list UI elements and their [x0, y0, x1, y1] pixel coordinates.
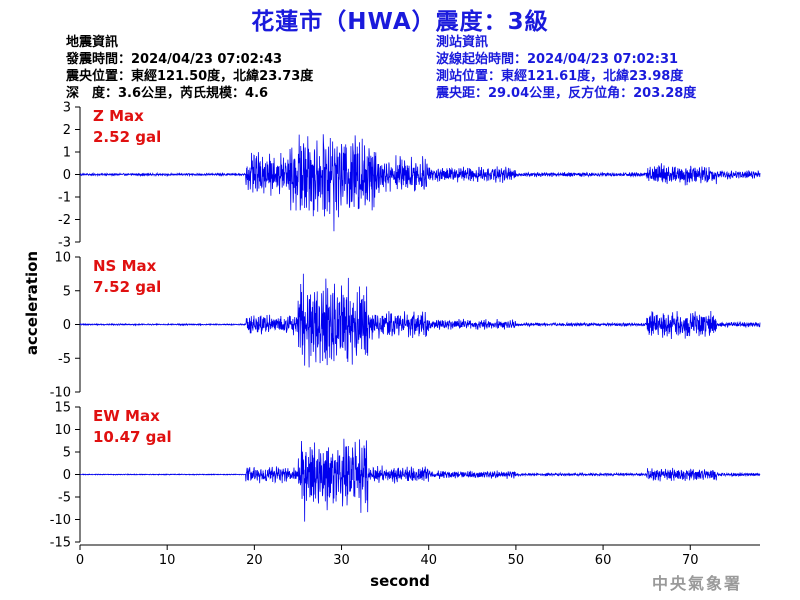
station-wave-start-time: 波線起始時間：2024/04/23 07:02:31: [436, 52, 679, 67]
panel-ew: 15 10 5 0 -5 -10 -15 EW Max 10.47 gal: [50, 401, 761, 551]
quake-depth-magnitude: 深 度：3.6公里，芮氏規模：4.6: [66, 86, 269, 101]
station-info-block: 測站資訊 波線起始時間：2024/04/23 07:02:31 測站位置：東經1…: [436, 34, 696, 102]
y-tick-label: -5: [58, 491, 71, 506]
quake-origin-time: 發震時間：2024/04/23 07:02:43: [66, 52, 283, 67]
x-axis: 0 10 20 30 40 50 60 70: [76, 544, 760, 568]
x-tick-label: 60: [595, 553, 612, 568]
agency-watermark: 中央氣象署: [652, 574, 743, 593]
x-tick-label: 30: [333, 553, 350, 568]
x-tick-label: 70: [682, 553, 699, 568]
y-tick-label: 2: [63, 123, 71, 138]
y-tick-label: 0: [63, 318, 71, 333]
y-axis-label: acceleration: [23, 251, 41, 355]
y-tick-label: 1: [63, 146, 71, 161]
y-tick-label: -10: [50, 513, 71, 528]
station-location: 測站位置：東經121.61度，北緯23.98度: [436, 69, 684, 84]
quake-info-block: 地震資訊 發震時間：2024/04/23 07:02:43 震央位置：東經121…: [66, 34, 313, 102]
y-tick-label: -10: [50, 386, 71, 401]
panel-max-value: 10.47 gal: [93, 428, 172, 446]
y-tick-label: -3: [58, 236, 71, 251]
x-axis-label: second: [370, 572, 430, 590]
quake-epicenter: 震央位置：東經121.50度，北緯23.73度: [66, 69, 314, 84]
panel-max-value: 7.52 gal: [93, 278, 161, 296]
trace-ew: [79, 438, 761, 522]
panel-max-label: NS Max: [93, 257, 157, 275]
y-tick-label: 15: [54, 401, 71, 416]
y-tick-label: -1: [58, 191, 71, 206]
y-tick-label: 3: [63, 101, 71, 116]
y-tick-label: 10: [54, 423, 71, 438]
y-tick-label: -5: [58, 352, 71, 367]
y-tick-label: 10: [54, 251, 71, 266]
panel-max-value: 2.52 gal: [93, 128, 161, 146]
x-tick-label: 50: [508, 553, 525, 568]
station-distance: 震央距：29.04公里，反方位角：203.28度: [436, 86, 697, 101]
y-tick-label: 5: [63, 284, 71, 299]
chart-title: 花蓮市（HWA）震度：3級: [251, 9, 549, 35]
station-info-heading: 測站資訊: [436, 35, 489, 50]
x-tick-label: 20: [246, 553, 263, 568]
trace-z: [79, 134, 761, 232]
quake-info-heading: 地震資訊: [66, 35, 119, 50]
panel-ns: 10 5 0 -5 -10 NS Max 7.52 gal: [50, 251, 761, 401]
panel-max-label: EW Max: [93, 407, 160, 425]
panel-max-label: Z Max: [93, 107, 144, 125]
panel-z: 3 2 1 0 -1 -2 -3 Z Max 2.52 gal: [58, 101, 761, 251]
y-tick-label: -15: [50, 536, 71, 551]
x-tick-label: 0: [76, 553, 84, 568]
y-tick-label: 0: [63, 168, 71, 183]
x-tick-label: 10: [159, 553, 176, 568]
x-tick-label: 40: [420, 553, 437, 568]
y-tick-label: 0: [63, 468, 71, 483]
y-tick-label: -2: [58, 213, 71, 228]
trace-ns: [79, 273, 761, 368]
y-tick-label: 5: [63, 446, 71, 461]
